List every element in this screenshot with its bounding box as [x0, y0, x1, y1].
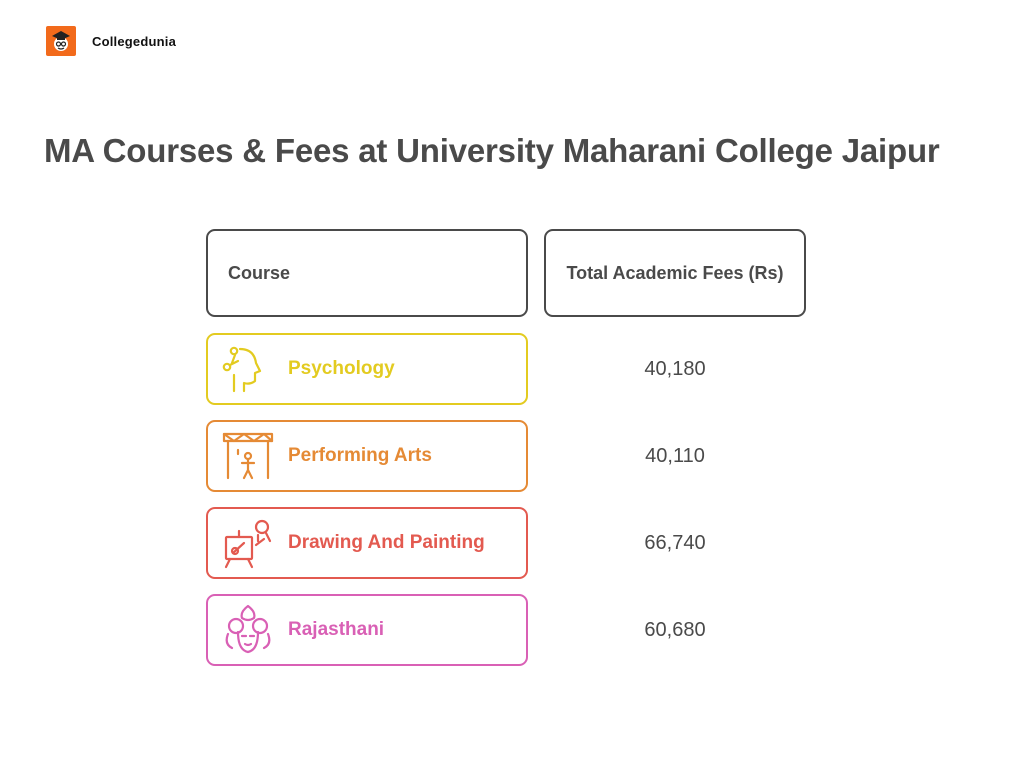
fee-value: 40,180 — [644, 357, 706, 380]
course-row-performing-arts: Performing Arts — [206, 420, 528, 492]
course-name: Psychology — [288, 358, 395, 379]
course-row-drawing-and-painting: Drawing And Painting — [206, 507, 528, 579]
header-course: Course — [206, 229, 528, 317]
course-name: Rajasthani — [288, 619, 385, 640]
brand-name: Collegedunia — [92, 33, 177, 49]
header-course-label: Course — [228, 262, 291, 283]
header-fees-label: Total Academic Fees (Rs) — [566, 263, 784, 283]
page-title: MA Courses & Fees at University Maharani… — [44, 132, 940, 169]
course-row-psychology: Psychology — [206, 333, 528, 405]
psychology-head-icon — [220, 341, 276, 397]
collegedunia-logo-icon — [46, 26, 76, 56]
fee-value: 40,110 — [645, 444, 705, 467]
fee-value: 66,740 — [644, 531, 706, 554]
course-name: Drawing And Painting — [288, 532, 485, 553]
course-row-rajasthani: Rajasthani — [206, 594, 528, 666]
easel-painter-icon — [220, 515, 276, 571]
brand: Collegedunia — [46, 26, 176, 56]
course-name: Performing Arts — [288, 445, 432, 466]
header-fees: Total Academic Fees (Rs) — [544, 229, 806, 317]
rajasthani-woman-icon — [220, 602, 276, 658]
fee-value: 60,680 — [644, 618, 706, 641]
stage-performer-icon — [220, 428, 276, 484]
